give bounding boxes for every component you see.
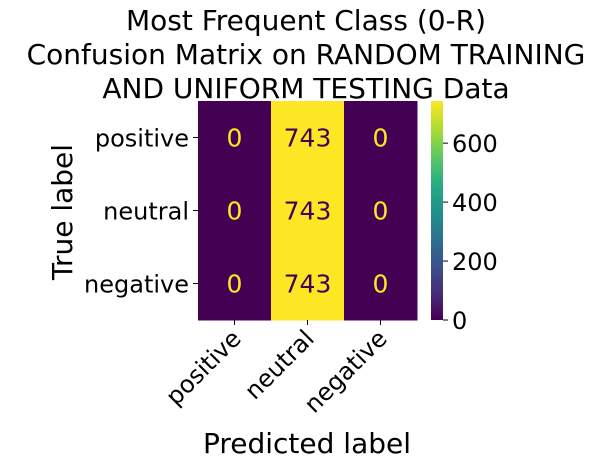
cell-value-label: 0 [227, 124, 243, 153]
heatmap-cell [271, 101, 345, 175]
colorbar [431, 101, 443, 320]
y-axis-ticks [193, 137, 198, 284]
cell-value-label: 0 [373, 124, 389, 153]
cell-value-label: 743 [284, 270, 332, 299]
heatmap-cell [344, 101, 418, 175]
colorbar-tick-label: 200 [452, 248, 498, 276]
title-line-1: Most Frequent Class (0-R) [126, 4, 486, 37]
x-axis-ticks [234, 320, 381, 325]
heatmap-cell [198, 101, 272, 175]
x-tick-label: positive [160, 324, 246, 410]
y-tick-label: positive [95, 125, 189, 153]
colorbar-ticks [443, 142, 448, 321]
cell-value-label: 0 [373, 197, 389, 226]
cell-value-label: 0 [373, 270, 389, 299]
heatmap-cell [198, 174, 272, 248]
heatmap-cells [198, 101, 418, 321]
y-tick-label: neutral [103, 198, 189, 226]
title-line-3: AND UNIFORM TESTING Data [102, 72, 509, 105]
heatmap-cell [344, 247, 418, 321]
heatmap-cell [198, 247, 272, 321]
y-axis-tick-labels: positive neutral negative [84, 125, 189, 299]
cell-value-label: 743 [284, 124, 332, 153]
cell-value-labels: 0 743 0 0 743 0 0 743 0 [227, 124, 389, 299]
chart-title: Most Frequent Class (0-R) Confusion Matr… [27, 4, 586, 105]
x-axis-title: Predicted label [203, 427, 411, 460]
heatmap-cell [271, 247, 345, 321]
cell-value-label: 0 [227, 270, 243, 299]
cell-value-label: 743 [284, 197, 332, 226]
title-line-2: Confusion Matrix on RANDOM TRAINING [27, 38, 586, 71]
colorbar-tick-label: 600 [452, 130, 498, 158]
y-tick-label: negative [84, 271, 189, 299]
cell-value-label: 0 [227, 197, 243, 226]
colorbar-tick-label: 400 [452, 189, 498, 217]
heatmap-cell [271, 174, 345, 248]
colorbar-tick-labels: 0 200 400 600 [452, 130, 498, 335]
heatmap-cell [344, 174, 418, 248]
y-axis-title: True label [46, 144, 79, 281]
colorbar-tick-label: 0 [452, 307, 467, 335]
